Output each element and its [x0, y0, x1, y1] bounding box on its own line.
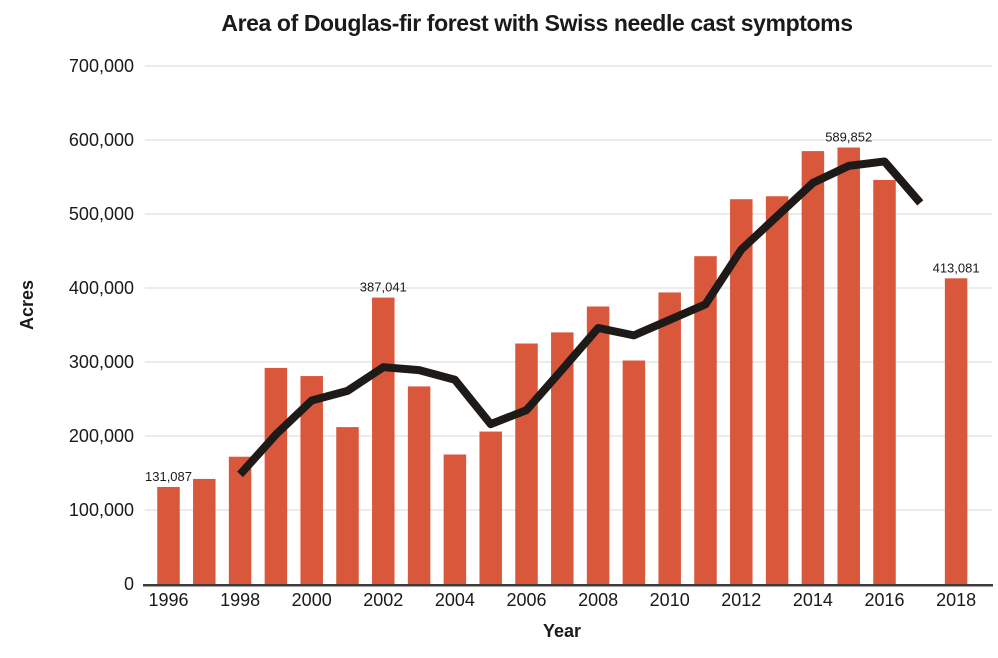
- x-tick-label-2014: 2014: [793, 590, 833, 610]
- bar-2001: [336, 427, 359, 584]
- y-axis-title: Acres: [17, 280, 37, 330]
- bar-2012: [730, 199, 753, 584]
- x-tick-label-1996: 1996: [148, 590, 188, 610]
- bar-1999: [264, 367, 288, 584]
- y-tick-label-500,000: 500,000: [69, 204, 134, 224]
- x-axis-title: Year: [543, 621, 581, 641]
- chart-title: Area of Douglas-fir forest with Swiss ne…: [221, 10, 852, 36]
- y-tick-label-200,000: 200,000: [69, 426, 134, 446]
- y-tick-label-700,000: 700,000: [69, 56, 134, 76]
- bar-2007: [551, 332, 574, 584]
- x-tick-label-2010: 2010: [650, 590, 690, 610]
- bar-2002: [372, 297, 395, 584]
- y-tick-label-300,000: 300,000: [69, 352, 134, 372]
- x-tick-label-2002: 2002: [363, 590, 403, 610]
- x-tick-label-2012: 2012: [721, 590, 761, 610]
- bar-1996: [157, 486, 180, 584]
- y-tick-label-0: 0: [124, 574, 134, 594]
- trend-line: [237, 157, 924, 478]
- bar-2004: [443, 454, 467, 584]
- bar-2011: [694, 256, 717, 584]
- x-tick-label-2004: 2004: [435, 590, 475, 610]
- bar-2018: [944, 278, 968, 584]
- bar-2010: [658, 292, 681, 584]
- data-label-2015: 589,852: [825, 130, 872, 145]
- data-label-2018: 413,081: [933, 260, 980, 275]
- data-label-2002: 387,041: [360, 280, 407, 295]
- trend-line-group: [237, 157, 924, 478]
- y-tick-label-400,000: 400,000: [69, 278, 134, 298]
- bar-2000: [300, 376, 323, 584]
- data-labels: 131,087 387,041 589,852 413,081: [145, 130, 980, 484]
- bar-2003: [407, 386, 431, 584]
- bar-2014: [801, 151, 825, 584]
- data-label-1996: 131,087: [145, 469, 192, 484]
- bar-2009: [622, 360, 646, 584]
- bar-1998: [228, 456, 252, 584]
- x-tick-label-1998: 1998: [220, 590, 260, 610]
- x-tick-label-2006: 2006: [506, 590, 546, 610]
- bar-2005: [479, 431, 502, 584]
- bar-2008: [586, 306, 610, 584]
- bar-2016: [873, 179, 896, 584]
- y-tick-label-600,000: 600,000: [69, 130, 134, 150]
- tick-labels: 0 100,000 200,000 300,000 400,000 500,000 600,…: [69, 56, 976, 610]
- x-tick-label-2008: 2008: [578, 590, 618, 610]
- x-tick-label-2000: 2000: [292, 590, 332, 610]
- bar-2006: [515, 343, 538, 584]
- y-tick-label-100,000: 100,000: [69, 500, 134, 520]
- x-tick-label-2016: 2016: [864, 590, 904, 610]
- bar-1997: [193, 478, 216, 584]
- bar-2015: [837, 147, 860, 584]
- x-tick-label-2018: 2018: [936, 590, 976, 610]
- bar-2013: [765, 196, 789, 585]
